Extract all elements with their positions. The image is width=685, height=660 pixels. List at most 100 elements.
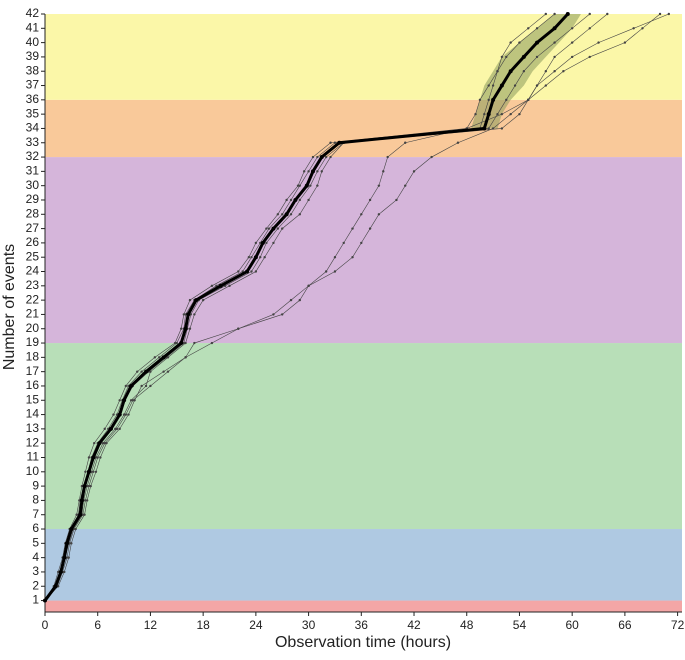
- trajectory-point: [377, 184, 381, 187]
- trajectory-point: [570, 41, 574, 44]
- trajectory-point: [553, 70, 556, 73]
- trajectory-point: [90, 470, 93, 473]
- trajectory-point: [276, 213, 280, 216]
- trajectory-point: [527, 27, 530, 30]
- trajectory-point: [136, 370, 139, 373]
- mean-line-point: [117, 412, 122, 417]
- y-tick-label: 4: [32, 550, 39, 564]
- trajectory-point: [307, 284, 310, 288]
- x-tick-label: 30: [302, 618, 316, 632]
- y-tick-label: 7: [32, 507, 39, 521]
- x-tick-label: 12: [144, 618, 158, 632]
- trajectory-point: [118, 399, 121, 402]
- mean-line-point: [293, 197, 298, 202]
- y-tick-label: 30: [26, 178, 40, 192]
- trajectory-point: [65, 556, 69, 559]
- trajectory-point: [182, 341, 186, 345]
- y-tick-label: 25: [26, 249, 40, 263]
- y-tick-label: 41: [26, 20, 40, 34]
- trajectory-point: [487, 84, 490, 87]
- trajectory-point: [386, 155, 389, 159]
- y-tick-label: 42: [26, 6, 40, 20]
- mean-line-point: [97, 441, 102, 446]
- trajectory-point: [85, 484, 89, 488]
- trajectory-point: [324, 270, 328, 273]
- y-tick-label: 38: [26, 63, 40, 77]
- trajectory-point: [281, 227, 284, 230]
- trajectory-point: [316, 184, 319, 187]
- trajectory-point: [68, 542, 71, 545]
- trajectory-point: [96, 456, 99, 459]
- mean-line-point: [79, 498, 84, 503]
- trajectory-point: [360, 241, 363, 245]
- mean-line-point: [284, 212, 289, 217]
- mean-line-point: [535, 40, 540, 45]
- y-tick-label: 20: [26, 321, 40, 335]
- trajectory-point: [281, 213, 284, 216]
- trajectory-point: [509, 41, 512, 44]
- y-tick-label: 18: [26, 350, 40, 364]
- trajectory: [44, 13, 661, 601]
- trajectory-point: [641, 27, 644, 30]
- mean-line-point: [508, 69, 513, 74]
- trajectory-point: [265, 227, 268, 230]
- trajectory-point: [70, 542, 73, 545]
- x-tick-label: 0: [42, 618, 49, 632]
- mean-line-point: [186, 312, 191, 317]
- trajectory-point: [329, 155, 332, 159]
- trajectory-point: [84, 470, 87, 473]
- trajectory-point: [404, 141, 407, 144]
- trajectory-point: [430, 155, 433, 159]
- x-axis-label: Observation time (hours): [275, 634, 451, 651]
- mean-line-point: [53, 584, 58, 589]
- y-tick-label: 29: [26, 192, 40, 206]
- trajectory-point: [158, 356, 161, 359]
- mean-line-point: [245, 269, 250, 274]
- trajectory-point: [184, 341, 187, 345]
- trajectory-point: [250, 270, 253, 273]
- y-tick-label: 10: [26, 464, 40, 478]
- y-tick-label: 34: [26, 121, 40, 135]
- trajectory-point: [166, 370, 170, 373]
- y-tick-label: 16: [26, 378, 40, 392]
- y-tick-label: 28: [26, 206, 40, 220]
- trajectory-point: [162, 370, 165, 373]
- trajectory-point: [606, 12, 609, 16]
- trajectory-point: [518, 41, 521, 44]
- trajectory-point: [527, 98, 530, 102]
- y-tick-label: 19: [26, 335, 40, 349]
- trajectory-point: [127, 413, 130, 416]
- x-tick-label: 24: [249, 618, 263, 632]
- trajectory-point: [302, 170, 306, 173]
- trajectory-point: [124, 384, 128, 388]
- trajectory-point: [250, 256, 253, 259]
- trajectory-point: [289, 213, 293, 216]
- mean-line-point: [144, 369, 149, 374]
- trajectory-point: [184, 356, 187, 359]
- trajectory-point: [544, 12, 548, 16]
- trajectory-point: [333, 141, 337, 144]
- y-tick-label: 11: [27, 450, 40, 464]
- trajectory-point: [237, 327, 240, 330]
- trajectory-point: [513, 84, 517, 87]
- trajectory-point: [553, 12, 556, 16]
- trajectory-point: [456, 141, 460, 144]
- trajectory-point: [272, 241, 275, 245]
- trajectory-point: [553, 55, 556, 59]
- mean-line-point: [82, 484, 87, 489]
- trajectory-point: [309, 184, 312, 187]
- mean-line-point: [108, 426, 113, 431]
- trajectory-point: [56, 570, 60, 574]
- band: [45, 14, 682, 100]
- x-tick-label: 48: [460, 618, 474, 632]
- trajectory-point: [193, 313, 196, 316]
- trajectory-point: [382, 170, 385, 173]
- trajectory-point: [140, 384, 143, 388]
- mean-line-point: [271, 226, 276, 231]
- trajectory-point: [404, 184, 407, 187]
- trajectory-point: [311, 155, 315, 159]
- trajectory-point: [289, 198, 293, 202]
- trajectory-point: [89, 484, 92, 488]
- trajectory-point: [500, 112, 504, 116]
